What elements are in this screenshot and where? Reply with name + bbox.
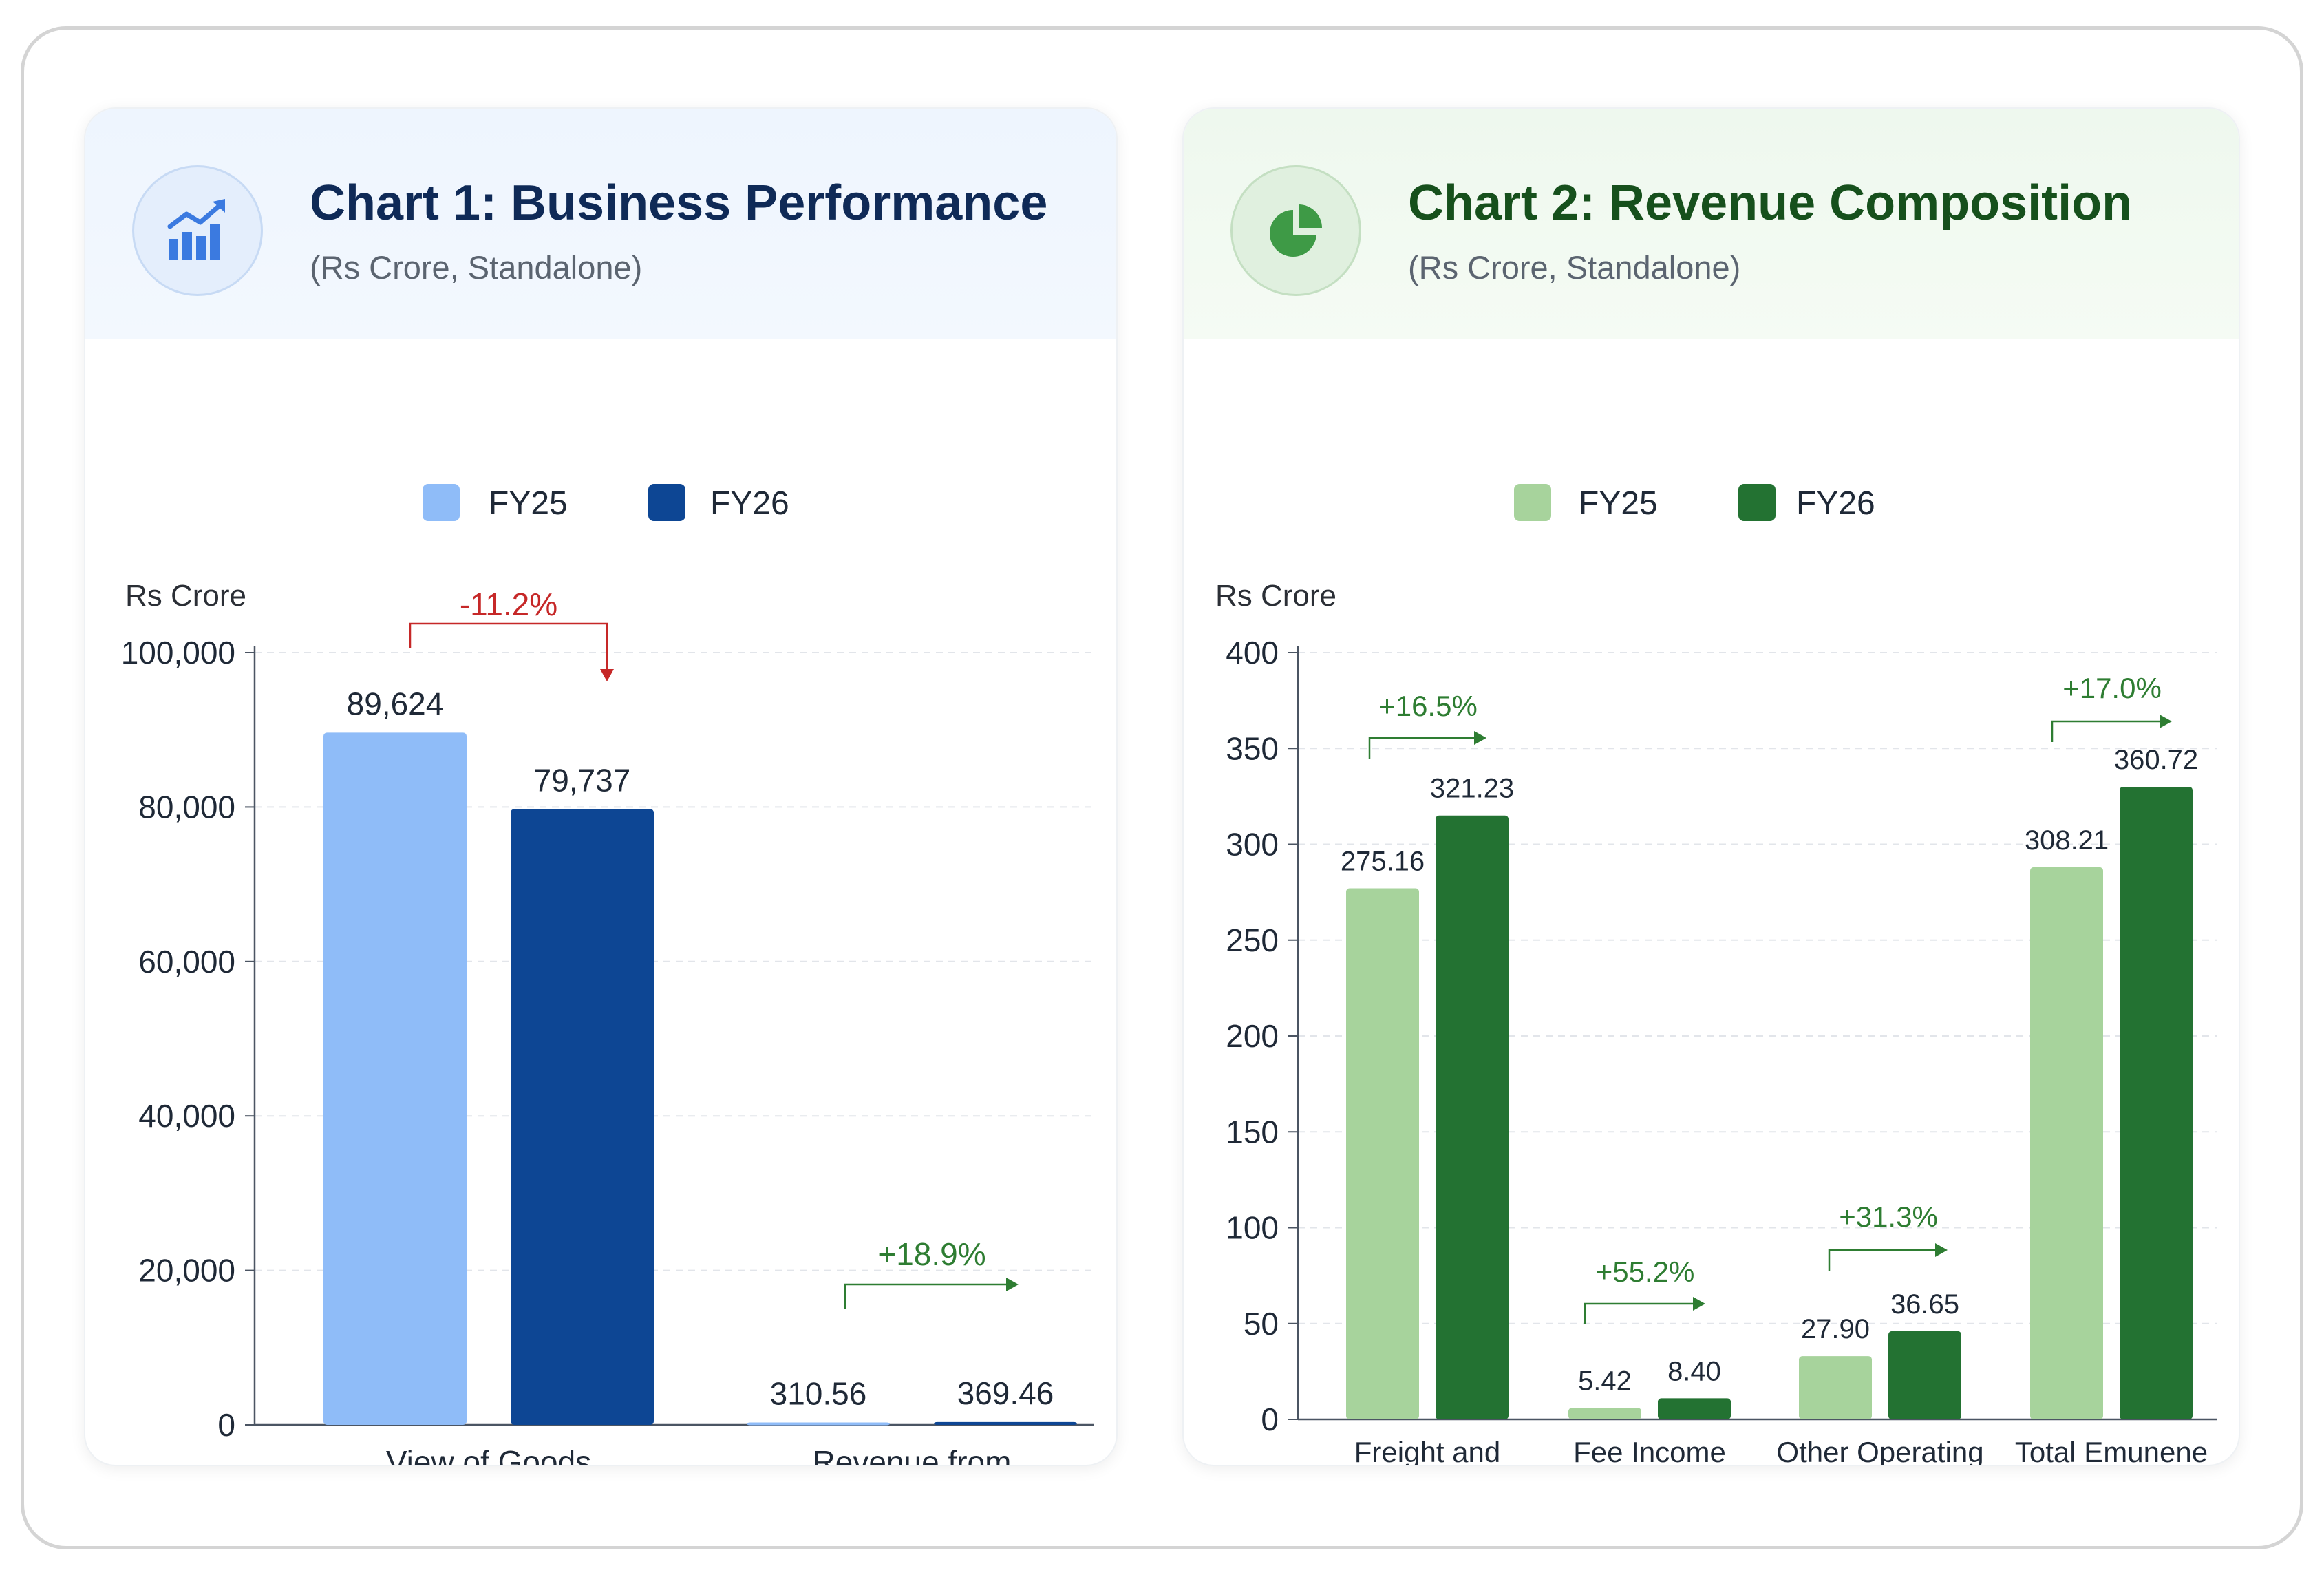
x-category-label: View of Goods [386,1444,591,1465]
y-tick-label: 100 [1226,1210,1279,1246]
bar-fy25 [323,732,467,1425]
growth-arrowhead [2160,715,2172,728]
y-tick-label: 250 [1226,922,1279,958]
bar-fy26 [1436,815,1509,1419]
legend-label-fy25: FY25 [1579,485,1658,522]
y-axis-label: Rs Crore [125,579,246,613]
y-tick-label: 0 [1261,1401,1279,1437]
growth-bracket [2051,720,2161,742]
bar-fy25 [1799,1356,1872,1419]
y-tick-label: 50 [1244,1306,1279,1342]
chart-title: Chart 2: Revenue Composition [1408,176,2133,231]
y-tick-label: 20,000 [138,1253,235,1289]
y-tick-label: 60,000 [138,944,235,980]
growth-annotation: -11.2% [409,586,614,681]
y-tick-label: 0 [217,1407,235,1443]
bar-fy25 [1568,1408,1641,1419]
y-tick-label: 150 [1226,1114,1279,1150]
legend-label-fy26: FY26 [710,485,789,522]
bar-value-label: 360.72 [2114,745,2198,775]
growth-percent-label: -11.2% [460,586,557,622]
chart-plot-area: FY25 FY26 Rs Crore 0 50 100 150 200 250 300 350 400… [1215,484,2217,1465]
bar-value-label: 5.42 [1578,1366,1632,1396]
growth-annotation: +16.5% [1368,690,1486,759]
y-tick-label: 80,000 [138,789,235,825]
legend-label-fy25: FY25 [489,485,568,522]
growth-arrowhead [1935,1243,1948,1257]
bar-value-label: 275.16 [1341,847,1425,877]
card-header: Chart 2: Revenue Composition (Rs Crore, … [1184,109,2239,339]
bar-value-label: 89,624 [347,686,444,721]
y-tick-label: 200 [1226,1018,1279,1054]
bar-chart-trend-icon [132,165,263,296]
x-category-label: Other Operating [1776,1436,1983,1465]
growth-bracket [1368,737,1475,759]
x-category-label: Freight and [1354,1436,1500,1465]
growth-arrowhead [600,669,614,681]
growth-bracket [1828,1249,1937,1271]
chart-subtitle: (Rs Crore, Standalone) [310,249,643,286]
chart-subtitle: (Rs Crore, Standalone) [1408,249,1741,286]
growth-annotation: +31.3% [1828,1200,1948,1271]
chart-card-business-performance: Chart 1: Business Performance (Rs Crore,… [84,107,1118,1466]
growth-percent-label: +31.3% [1839,1200,1938,1233]
growth-annotation: +18.9% [844,1236,1019,1309]
bar-value-label: 310.56 [770,1376,867,1412]
legend-swatch-fy26 [648,484,685,521]
growth-bracket [844,1283,1008,1309]
x-category-label: Revenue from [813,1444,1012,1465]
growth-percent-label: +55.2% [1596,1256,1695,1288]
growth-arrowhead [1474,731,1486,745]
growth-annotation: +17.0% [2051,672,2172,742]
bar-value-label: 308.21 [2025,825,2109,856]
growth-percent-label: +16.5% [1378,690,1478,722]
y-tick-label: 350 [1226,730,1279,766]
x-category-label: Total Emunene [2015,1436,2208,1465]
y-axis-label: Rs Crore [1215,579,1336,613]
growth-bracket [409,622,608,670]
growth-annotation: +55.2% [1584,1256,1705,1324]
card-header: Chart 1: Business Performance (Rs Crore,… [85,109,1116,339]
chart-title: Chart 1: Business Performance [310,176,1048,231]
bar-value-label: 79,737 [534,762,631,798]
y-tick-label: 40,000 [138,1098,235,1134]
growth-bracket [1584,1302,1694,1324]
bar-value-label: 8.40 [1667,1356,1721,1386]
y-tick-label: 100,000 [121,635,235,670]
legend-label-fy26: FY26 [1796,485,1875,522]
y-tick-label: 300 [1226,827,1279,862]
bar-fy26 [1888,1331,1961,1419]
pie-chart-icon [1230,165,1361,296]
growth-arrowhead [1693,1297,1705,1311]
bar-fy25 [2030,867,2103,1419]
legend-swatch-fy25 [423,484,460,521]
growth-arrowhead [1006,1278,1019,1291]
x-category-label: Fee Income [1573,1436,1726,1465]
chart-plot-area: FY25 FY26 Rs Crore 0 20,000 40,000 60,000 80,00… [121,484,1094,1465]
bar-fy26 [1658,1398,1731,1419]
legend-swatch-fy26 [1738,484,1776,521]
bar-fy26 [2120,786,2193,1419]
bar-fy26 [934,1421,1077,1425]
bar-value-label: 36.65 [1890,1289,1959,1320]
bar-value-label: 27.90 [1801,1314,1870,1344]
bar-fy26 [511,809,654,1425]
bar-fy25 [1346,888,1419,1419]
growth-percent-label: +17.0% [2062,672,2162,704]
chart-card-revenue-composition: Chart 2: Revenue Composition (Rs Crore, … [1182,107,2240,1466]
legend-swatch-fy25 [1514,484,1551,521]
bar-value-label: 369.46 [957,1375,1054,1411]
y-tick-label: 400 [1226,635,1279,670]
bar-fy25 [747,1422,890,1426]
bar-value-label: 321.23 [1430,774,1514,804]
growth-percent-label: +18.9% [877,1236,985,1272]
